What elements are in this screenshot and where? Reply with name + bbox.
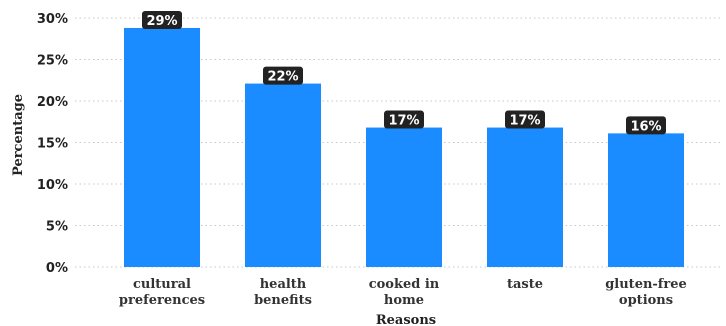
bar [608, 133, 684, 267]
bar [245, 83, 321, 267]
y-axis-ticks: 0% 5% 10% 15% 20% 25% 30% [37, 12, 68, 276]
y-tick-label: 20% [37, 95, 68, 110]
data-label: 17% [509, 114, 540, 129]
data-labels: 29% 22% 17% 17% 16% [142, 10, 666, 135]
x-tick-label: cultural preferences [119, 277, 205, 308]
bar [487, 127, 563, 267]
y-tick-label: 0% [46, 261, 68, 276]
x-tick-label: gluten-free options [605, 277, 687, 308]
data-label: 29% [146, 14, 177, 29]
y-tick-label: 10% [37, 178, 68, 193]
y-tick-label: 30% [37, 12, 68, 27]
data-label: 17% [388, 114, 419, 129]
data-label-background [505, 110, 545, 129]
y-tick-label: 5% [46, 220, 68, 235]
bars [124, 27, 684, 268]
y-tick-label: 25% [37, 54, 68, 69]
data-label-background [626, 116, 666, 135]
x-axis-categories: cultural preferences health benefits cooked … [119, 277, 687, 308]
x-tick-label: cooked in home [369, 277, 440, 308]
data-label: 22% [267, 70, 298, 85]
y-axis-title: Percentage [11, 94, 26, 176]
bar [124, 27, 200, 268]
data-label-background [263, 66, 303, 85]
data-label-background [142, 10, 182, 29]
x-axis-title: Reasons [376, 313, 436, 326]
bar [366, 127, 442, 267]
data-label: 16% [630, 119, 661, 134]
x-tick-label: taste [507, 277, 543, 292]
y-tick-label: 15% [37, 137, 68, 152]
x-tick-label: health benefits [254, 277, 312, 308]
data-label-background [384, 110, 424, 129]
